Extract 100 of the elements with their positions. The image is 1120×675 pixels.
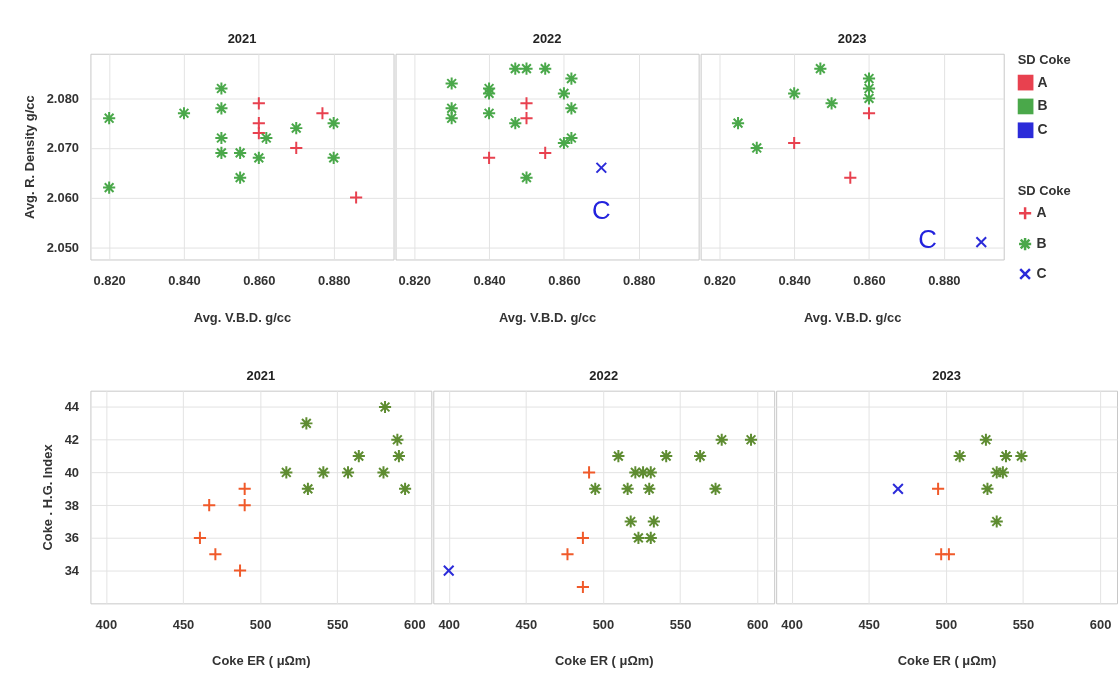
chart-title: 2021 [227,30,257,46]
point [861,91,877,106]
x-tick-label: 0.860 [548,272,581,288]
x-tick-label: 550 [669,616,692,632]
point [892,482,904,495]
x-tick-label: 600 [746,616,769,632]
x-tick-label: 0.840 [168,272,201,288]
y-tick-label: 2.060 [46,189,80,205]
point [214,130,229,146]
point [390,432,405,447]
point [315,106,330,121]
x-tick-label: 0.880 [623,272,656,288]
point [843,170,858,185]
point [237,498,252,513]
point [377,399,393,415]
point [556,86,572,101]
y-tick-label: 36 [64,530,80,546]
point [391,449,406,464]
point [643,530,658,545]
point [743,432,759,447]
chart-title: 2022 [532,30,562,46]
x-tick-label: 0.860 [243,272,276,288]
point [444,76,459,91]
point [289,140,304,156]
point [279,465,294,480]
x-axis-title: Coke ER ( μΩm) [554,653,654,669]
point [978,432,993,447]
point [575,579,590,595]
point [564,101,579,116]
point [202,498,217,513]
chart-title: 2023 [837,30,867,46]
point [326,116,341,131]
point [192,530,208,545]
x-axis-title: Avg. V.B.D. g/cc [498,309,597,325]
point [980,481,995,496]
x-tick-label: 0.860 [853,272,886,288]
x-tick-label: 550 [1012,616,1035,632]
point [233,145,248,160]
y-tick-label: 38 [64,497,80,513]
legend-label: C [1036,264,1047,281]
y-tick-label: 40 [64,464,80,480]
point [595,161,608,174]
text: SD Coke [1017,51,1071,67]
chart-title: 2023 [932,367,961,383]
point [588,481,603,496]
point [824,96,839,111]
point [575,530,590,545]
x-axis-title: Coke ER ( μΩm) [212,653,311,669]
point [975,236,988,248]
point [611,449,626,464]
x-tick-label: 400 [781,616,803,632]
point [398,481,413,496]
point [259,130,274,146]
x-tick-label: 550 [326,616,349,632]
point [508,61,523,76]
point [214,145,229,160]
x-tick-label: 0.880 [928,272,961,288]
x-tick-label: 0.820 [93,272,126,288]
legend-title: SD Coke [1017,182,1071,198]
point [481,106,497,121]
x-tick-label: 500 [935,616,958,632]
chart-title: 2022 [589,367,619,383]
point [233,170,248,185]
x-tick-label: 450 [858,616,880,632]
point [538,61,553,76]
point [714,432,729,447]
point [1014,449,1029,464]
x-tick-label: 500 [592,616,615,632]
x-axis-title: Avg. V.B.D. g/cc [193,309,292,325]
point [340,465,356,480]
point [787,135,802,151]
text: B [1036,235,1047,252]
legend-label: B [1037,97,1048,114]
point [349,190,364,205]
x-tick-label: 0.840 [473,272,506,288]
point [251,125,266,141]
point [998,449,1014,464]
point [232,563,248,578]
point [316,465,331,480]
x-tick-label: 400 [95,616,118,632]
point [693,449,708,464]
point [102,180,117,195]
point [214,101,229,116]
point [519,61,534,76]
point [989,514,1004,529]
x-tick-label: 0.820 [398,272,431,288]
point [102,111,117,126]
point [642,481,657,496]
annotation: C [918,225,937,254]
x-tick-label: 600 [404,616,426,632]
point [444,111,459,126]
point [299,416,314,431]
x-tick-label: 0.880 [318,272,351,288]
point [508,116,523,131]
point [300,481,315,496]
y-axis-title: Avg. R. Density g/cc [21,95,37,219]
point [351,449,366,464]
point [251,96,266,111]
point [730,116,746,131]
point [708,481,723,496]
